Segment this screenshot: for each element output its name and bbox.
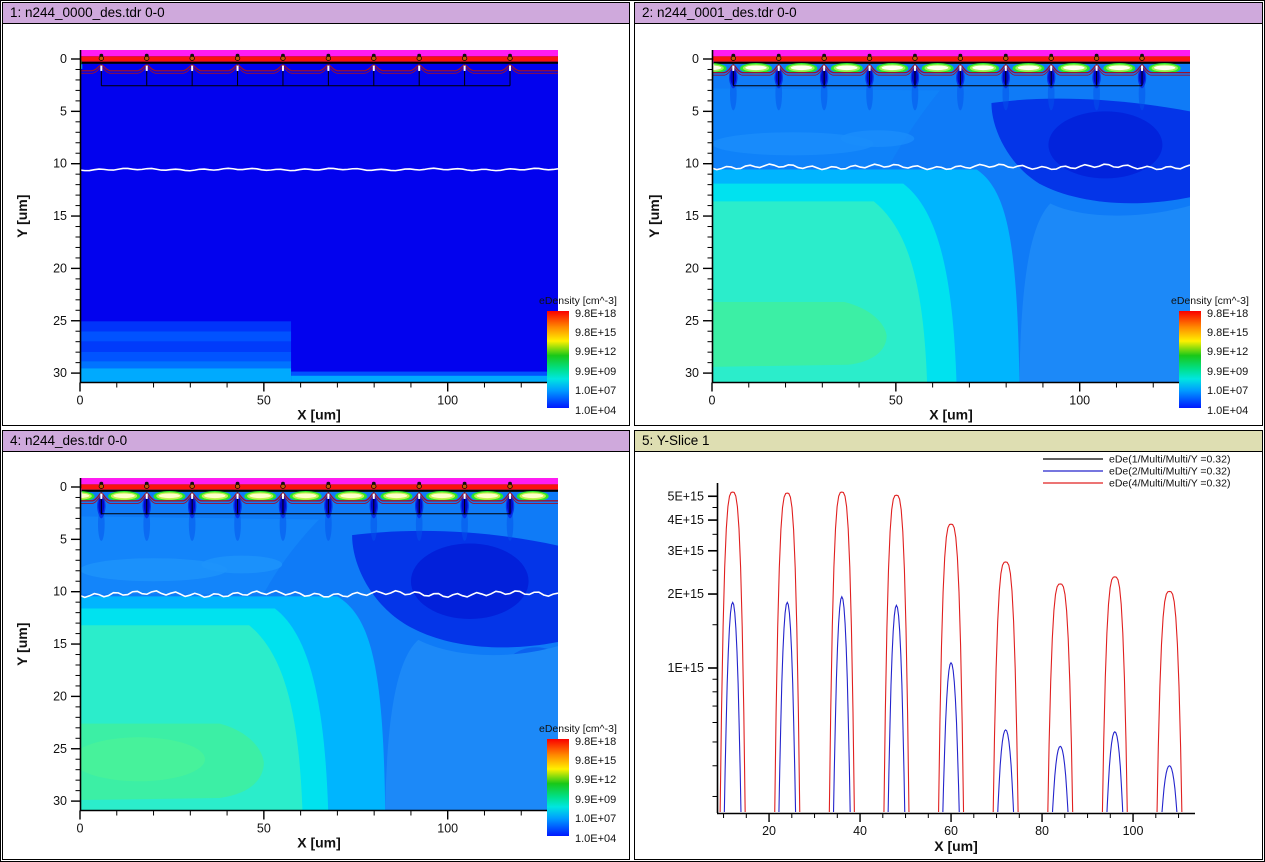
colorbar-tick-label: 1.0E+04 — [1207, 404, 1249, 417]
svg-text:5: 5 — [60, 532, 67, 546]
x-axis-label: X [um] — [929, 407, 973, 423]
y-axis-label: Y [um] — [646, 195, 662, 238]
colorbar-gradient — [1179, 311, 1201, 408]
svg-text:25: 25 — [53, 314, 67, 328]
svg-text:50: 50 — [257, 394, 271, 408]
svg-text:15: 15 — [685, 209, 699, 223]
colorbar-title: eDensity [cm^-3] — [539, 723, 617, 735]
contour-plot-2[interactable] — [712, 50, 1190, 383]
svg-text:5: 5 — [692, 104, 699, 118]
svg-text:100: 100 — [1123, 824, 1144, 838]
svg-text:15: 15 — [53, 209, 67, 223]
svg-text:1E+15: 1E+15 — [668, 661, 705, 675]
colorbar-tick-label: 9.9E+12 — [1207, 346, 1249, 359]
svg-text:0: 0 — [77, 822, 84, 836]
svg-text:20: 20 — [53, 689, 67, 703]
viewport-1-title: 1: n244_0000_des.tdr 0-0 — [10, 5, 165, 20]
colorbar-tick-label: 9.9E+12 — [575, 346, 617, 359]
colorbar-tick-label: 9.9E+09 — [575, 793, 617, 806]
contour-plot-4[interactable] — [80, 478, 558, 811]
svg-text:60: 60 — [944, 824, 958, 838]
svg-text:25: 25 — [53, 742, 67, 756]
svg-text:20: 20 — [762, 824, 776, 838]
svg-text:0: 0 — [60, 480, 67, 494]
svg-text:4E+15: 4E+15 — [668, 513, 705, 527]
legend-item-label: eDe(4/Multi/Multi/Y =0.32) — [1109, 478, 1230, 490]
colorbar-tick-label: 9.9E+12 — [575, 774, 617, 787]
svg-text:15: 15 — [53, 637, 67, 651]
series-curve-3 — [719, 491, 1183, 812]
x-axis-label: X [um] — [297, 835, 341, 851]
legend-item-label: eDe(2/Multi/Multi/Y =0.32) — [1109, 466, 1230, 478]
viewport-5-title: 5: Y-Slice 1 — [642, 433, 710, 448]
viewport-1-titlebar[interactable]: 1: n244_0000_des.tdr 0-0 — [3, 3, 629, 24]
svg-text:30: 30 — [53, 366, 67, 380]
svg-text:0: 0 — [60, 52, 67, 66]
x-axis-label: X [um] — [297, 407, 341, 423]
svg-text:25: 25 — [685, 314, 699, 328]
svg-text:0: 0 — [77, 394, 84, 408]
legend-item-label: eDe(1/Multi/Multi/Y =0.32) — [1109, 454, 1230, 466]
svg-text:50: 50 — [889, 394, 903, 408]
viewport-4-title: 4: n244_des.tdr 0-0 — [10, 433, 128, 448]
colorbar: eDensity [cm^-3] 9.8E+18 9.8E+15 9.9E+12 9.9… — [1169, 295, 1264, 427]
colorbar-tick-label: 1.0E+04 — [575, 832, 617, 845]
colorbar-tick-label: 1.0E+04 — [575, 404, 617, 417]
svg-text:100: 100 — [437, 394, 458, 408]
viewport-4: 4: n244_des.tdr 0-0 0 5 10 15 20 25 30 0 50 100 X … — [2, 430, 630, 860]
colorbar-gradient — [547, 311, 569, 408]
y-axis-label: Y [um] — [14, 623, 30, 666]
colorbar-tick-label: 1.0E+07 — [575, 813, 617, 826]
svg-text:50: 50 — [257, 822, 271, 836]
viewport-5: 5: Y-Slice 1 1E+15 2E+15 3E+15 4E+15 5E+15 20… — [634, 430, 1263, 860]
svg-text:2E+15: 2E+15 — [668, 587, 705, 601]
svg-text:10: 10 — [685, 157, 699, 171]
svg-text:30: 30 — [53, 794, 67, 808]
colorbar: eDensity [cm^-3] 9.8E+18 9.8E+15 9.9E+12 9.9… — [537, 723, 633, 855]
viewport-5-titlebar[interactable]: 5: Y-Slice 1 — [635, 431, 1262, 452]
colorbar: eDensity [cm^-3] 9.8E+18 9.8E+15 9.9E+12 9.9… — [537, 295, 633, 427]
colorbar-tick-label: 9.8E+18 — [1207, 307, 1249, 320]
svg-text:100: 100 — [437, 822, 458, 836]
viewport-2-titlebar[interactable]: 2: n244_0001_des.tdr 0-0 — [635, 3, 1262, 24]
svg-text:20: 20 — [53, 261, 67, 275]
colorbar-title: eDensity [cm^-3] — [1171, 295, 1249, 307]
svg-text:0: 0 — [709, 394, 716, 408]
svg-text:5: 5 — [60, 104, 67, 118]
svg-text:80: 80 — [1035, 824, 1049, 838]
svg-text:5E+15: 5E+15 — [668, 489, 705, 503]
svg-text:10: 10 — [53, 585, 67, 599]
contour-plot-1[interactable] — [80, 50, 558, 383]
x-axis-label: X [um] — [934, 838, 978, 854]
svg-text:20: 20 — [685, 261, 699, 275]
viewport-2: 2: n244_0001_des.tdr 0-0 0 5 10 15 20 25 30 0 50… — [634, 2, 1263, 426]
colorbar-tick-label: 9.8E+18 — [575, 307, 617, 320]
viewport-2-title: 2: n244_0001_des.tdr 0-0 — [642, 5, 797, 20]
svg-text:30: 30 — [685, 366, 699, 380]
colorbar-tick-label: 1.0E+07 — [1207, 385, 1249, 398]
slice-plot[interactable]: 1E+15 2E+15 3E+15 4E+15 5E+15 20 40 60 80 100 X [u… — [635, 431, 1264, 861]
svg-text:40: 40 — [853, 824, 867, 838]
series-curve-2 — [723, 595, 1178, 812]
viewport-4-titlebar[interactable]: 4: n244_des.tdr 0-0 — [3, 431, 629, 452]
svg-text:3E+15: 3E+15 — [668, 544, 705, 558]
colorbar-tick-label: 9.8E+15 — [575, 326, 617, 339]
colorbar-gradient — [547, 739, 569, 836]
y-axis-label: Y [um] — [14, 195, 30, 238]
svg-text:100: 100 — [1069, 394, 1090, 408]
colorbar-title: eDensity [cm^-3] — [539, 295, 617, 307]
colorbar-tick-label: 9.8E+15 — [1207, 326, 1249, 339]
svg-text:10: 10 — [53, 157, 67, 171]
svg-text:0: 0 — [692, 52, 699, 66]
colorbar-tick-label: 9.9E+09 — [575, 365, 617, 378]
viewport-1: 1: n244_0000_des.tdr 0-0 0 5 10 15 20 25 30 0 50… — [2, 2, 630, 426]
colorbar-tick-label: 9.9E+09 — [1207, 365, 1249, 378]
colorbar-tick-label: 1.0E+07 — [575, 385, 617, 398]
colorbar-tick-label: 9.8E+18 — [575, 735, 617, 748]
colorbar-tick-label: 9.8E+15 — [575, 754, 617, 767]
